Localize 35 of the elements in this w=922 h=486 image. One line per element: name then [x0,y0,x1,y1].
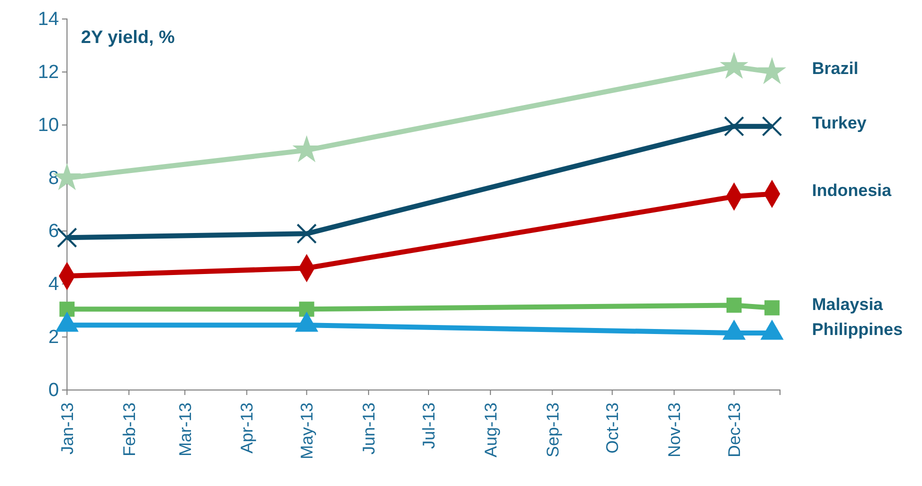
point [762,116,782,136]
series-label: Brazil [812,58,858,78]
point [56,227,78,248]
series-label: Indonesia [812,180,892,200]
point [59,302,75,317]
series-label: Malaysia [812,294,884,314]
y-tick-label: 14 [38,9,60,30]
x-tick-label: Mar-13 [176,402,195,456]
y-tick-label: 10 [38,115,59,136]
x-tick-label: Apr-13 [238,402,257,454]
point [299,302,314,317]
series-label: Turkey [812,113,868,132]
y-tick-label: 6 [48,221,59,242]
chart-title: 2Y yield, % [81,27,175,47]
point [724,116,744,136]
x-tick-label: Oct-13 [603,402,622,454]
x-tick-label: May-13 [298,402,317,460]
point [758,58,786,84]
x-tick-label: Dec-13 [725,402,744,458]
point [726,298,742,313]
y-tick-label: 4 [48,274,60,296]
point [720,52,748,78]
point [296,224,317,244]
x-tick-label: Jun-13 [360,402,379,454]
x-tick-label: Feb-13 [120,402,139,456]
x-tick-label: Sep-13 [543,402,562,458]
y-tick-label: 12 [38,62,59,84]
y-tick-label: 0 [48,380,59,402]
y-tick-label: 2 [48,327,59,348]
x-tick-label: Nov-13 [665,402,684,458]
x-tick-label: Jan-13 [58,402,77,454]
x-tick-label: Aug-13 [481,402,500,458]
point [764,300,780,316]
series-label: Philippines [812,320,903,339]
x-tick-label: Jul-13 [419,402,438,449]
